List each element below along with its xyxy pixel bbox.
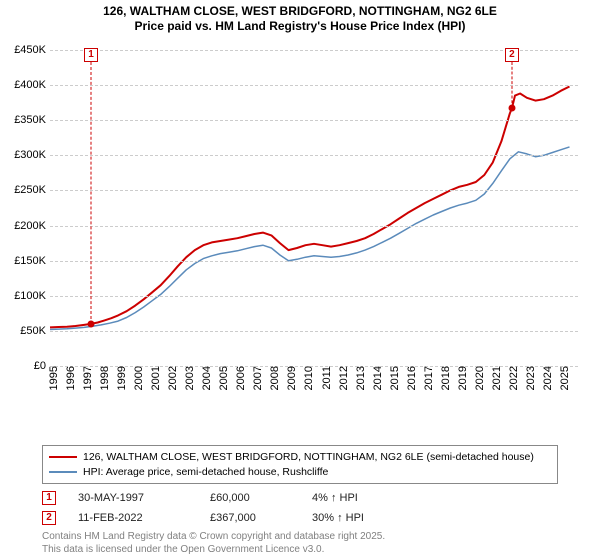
gridline-y — [50, 85, 578, 86]
x-axis-tick-label: 2002 — [165, 366, 179, 390]
y-axis-tick-label: £50K — [20, 325, 50, 337]
x-axis-tick-label: 2005 — [216, 366, 230, 390]
x-axis-tick-label: 2015 — [387, 366, 401, 390]
chart-container: £0£50K£100K£150K£200K£250K£300K£350K£400… — [0, 44, 600, 414]
y-axis-tick-label: £300K — [14, 149, 50, 161]
y-axis-tick-label: £350K — [14, 114, 50, 126]
x-axis-tick-label: 2016 — [404, 366, 418, 390]
x-axis-tick-label: 2014 — [370, 366, 384, 390]
legend-box: 126, WALTHAM CLOSE, WEST BRIDGFORD, NOTT… — [42, 445, 558, 484]
x-axis-tick-label: 2009 — [284, 366, 298, 390]
x-axis-tick-label: 2008 — [267, 366, 281, 390]
chart-title: 126, WALTHAM CLOSE, WEST BRIDGFORD, NOTT… — [0, 0, 600, 34]
x-axis-tick-label: 2022 — [506, 366, 520, 390]
x-axis-tick-label: 1996 — [63, 366, 77, 390]
gridline-y — [50, 296, 578, 297]
sale-price: £367,000 — [210, 512, 290, 524]
gridline-y — [50, 50, 578, 51]
legend-label: HPI: Average price, semi-detached house,… — [83, 465, 328, 480]
chart-marker-box-2: 2 — [505, 48, 519, 62]
chart-marker-dot-1 — [88, 320, 95, 327]
attribution-line-2: This data is licensed under the Open Gov… — [42, 544, 385, 557]
sales-table: 1 30-MAY-1997 £60,000 4% ↑ HPI 2 11-FEB-2022 £… — [42, 488, 558, 528]
x-axis-tick-label: 1995 — [46, 366, 60, 390]
legend-label: 126, WALTHAM CLOSE, WEST BRIDGFORD, NOTT… — [83, 450, 534, 465]
x-axis-tick-label: 2001 — [148, 366, 162, 390]
chart-marker-line-1 — [91, 62, 92, 324]
gridline-y — [50, 331, 578, 332]
gridline-y — [50, 190, 578, 191]
sale-delta: 30% ↑ HPI — [312, 512, 412, 524]
x-axis-tick-label: 2004 — [199, 366, 213, 390]
attribution-text: Contains HM Land Registry data © Crown c… — [42, 531, 385, 556]
x-axis-tick-label: 2011 — [319, 366, 333, 390]
x-axis-tick-label: 2024 — [540, 366, 554, 390]
x-axis-tick-label: 2020 — [472, 366, 486, 390]
x-axis-tick-label: 1997 — [80, 366, 94, 390]
chart-marker-dot-2 — [508, 105, 515, 112]
y-axis-tick-label: £400K — [14, 79, 50, 91]
sale-row-1: 1 30-MAY-1997 £60,000 4% ↑ HPI — [42, 488, 558, 508]
sale-date: 30-MAY-1997 — [78, 492, 188, 504]
title-line-2: Price paid vs. HM Land Registry's House … — [0, 19, 600, 34]
sale-marker: 1 — [42, 491, 56, 505]
y-axis-tick-label: £450K — [14, 44, 50, 56]
sale-marker: 2 — [42, 511, 56, 525]
x-axis-tick-label: 2018 — [438, 366, 452, 390]
x-axis-tick-label: 2007 — [250, 366, 264, 390]
x-axis-tick-label: 2023 — [523, 366, 537, 390]
gridline-y — [50, 120, 578, 121]
x-axis-tick-label: 2013 — [353, 366, 367, 390]
legend-swatch — [49, 456, 77, 458]
y-axis-tick-label: £100K — [14, 290, 50, 302]
plot-area: £0£50K£100K£150K£200K£250K£300K£350K£400… — [50, 50, 578, 366]
x-axis-tick-label: 2003 — [182, 366, 196, 390]
x-axis-tick-label: 2025 — [557, 366, 571, 390]
x-axis-tick-label: 2021 — [489, 366, 503, 390]
series-hpi — [50, 147, 570, 330]
x-axis-tick-label: 2012 — [336, 366, 350, 390]
gridline-y — [50, 261, 578, 262]
x-axis-tick-label: 2019 — [455, 366, 469, 390]
x-axis-tick-label: 1999 — [114, 366, 128, 390]
x-axis-tick-label: 2000 — [131, 366, 145, 390]
y-axis-tick-label: £150K — [14, 255, 50, 267]
x-axis-tick-label: 1998 — [97, 366, 111, 390]
gridline-y — [50, 226, 578, 227]
x-axis-tick-label: 2017 — [421, 366, 435, 390]
legend-swatch — [49, 471, 77, 473]
sale-price: £60,000 — [210, 492, 290, 504]
chart-marker-line-2 — [511, 62, 512, 108]
chart-lines-svg — [50, 50, 578, 366]
gridline-y — [50, 155, 578, 156]
attribution-line-1: Contains HM Land Registry data © Crown c… — [42, 531, 385, 544]
title-line-1: 126, WALTHAM CLOSE, WEST BRIDGFORD, NOTT… — [0, 4, 600, 19]
chart-marker-box-1: 1 — [84, 48, 98, 62]
legend-row-hpi: HPI: Average price, semi-detached house,… — [49, 465, 551, 480]
legend-row-property: 126, WALTHAM CLOSE, WEST BRIDGFORD, NOTT… — [49, 450, 551, 465]
sale-date: 11-FEB-2022 — [78, 512, 188, 524]
y-axis-tick-label: £200K — [14, 220, 50, 232]
series-property — [50, 87, 570, 328]
sale-row-2: 2 11-FEB-2022 £367,000 30% ↑ HPI — [42, 508, 558, 528]
x-axis-tick-label: 2006 — [233, 366, 247, 390]
sale-delta: 4% ↑ HPI — [312, 492, 412, 504]
x-axis-tick-label: 2010 — [301, 366, 315, 390]
y-axis-tick-label: £250K — [14, 184, 50, 196]
